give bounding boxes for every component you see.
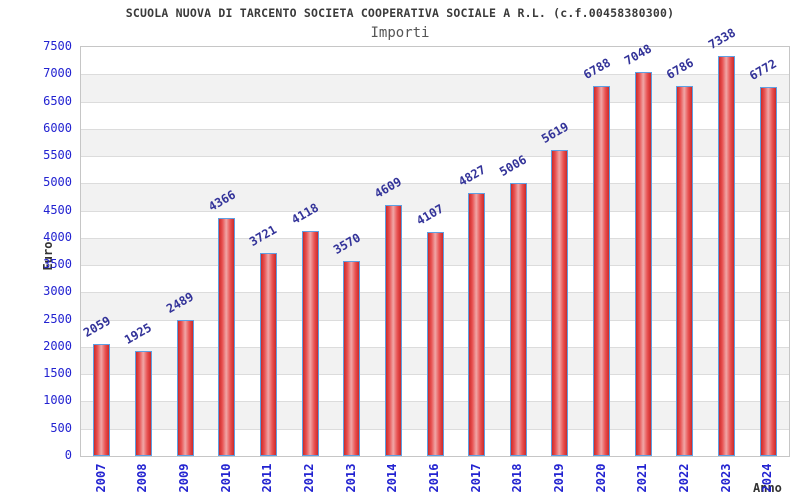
y-tick-label: 1500: [43, 366, 72, 381]
plot-area: 2059 1925 2489 4366 3721 4118 3570 4609 4107 4827…: [80, 25, 790, 457]
x-tick-label: 2016: [427, 463, 441, 493]
plot-band: [81, 183, 789, 211]
y-tick-label: 5000: [43, 175, 72, 190]
y-tick-label: 4500: [43, 202, 72, 217]
bar-2022: [676, 86, 694, 456]
y-tick-label: 3000: [43, 284, 72, 299]
bar-2024: [759, 87, 777, 456]
bar-2018: [509, 183, 527, 456]
y-tick-label: 1000: [43, 393, 72, 408]
y-tick-label: 0: [64, 448, 72, 462]
bar-2016: [426, 232, 444, 456]
y-tick-label: 2000: [43, 338, 72, 353]
y-tick-label: 500: [50, 420, 72, 435]
x-tick-label: 2008: [135, 463, 150, 493]
y-tick-label: 5500: [43, 148, 72, 163]
x-tick-label: 2013: [343, 463, 358, 493]
bar-2021: [634, 72, 652, 456]
x-tick-label: 2019: [551, 463, 566, 493]
bar-2013: [343, 261, 361, 456]
x-tick-label: 2024: [760, 463, 775, 493]
bar-2010: [218, 218, 236, 456]
plot-band: [81, 210, 789, 238]
x-tick-label: 2021: [635, 463, 650, 493]
y-tick-label: 3500: [43, 257, 72, 272]
y-tick-label: 4000: [43, 229, 72, 244]
y-tick-label: 6500: [43, 93, 72, 108]
bar-2007: [93, 344, 111, 456]
plot-band: [81, 74, 789, 102]
bar-2008: [134, 351, 152, 456]
x-tick-label: 2007: [93, 463, 108, 493]
bar-2009: [176, 320, 194, 456]
bar-2014: [384, 205, 402, 456]
x-axis-title: Anno: [753, 481, 782, 495]
chart-subtitle: Importi: [370, 25, 430, 41]
x-tick-label: 2011: [260, 463, 275, 493]
plot-band: [81, 156, 789, 183]
bar-2017: [468, 193, 486, 456]
x-tick-label: 2012: [302, 463, 317, 493]
plot-band: [81, 128, 789, 157]
x-tick-label: 2014: [385, 463, 400, 493]
bar-2019: [551, 150, 569, 456]
y-tick-label: 6000: [43, 120, 72, 135]
bar-2012: [301, 231, 319, 456]
y-tick-label: 7500: [43, 39, 72, 53]
bar-2020: [593, 86, 611, 456]
x-tick-label: 2017: [468, 463, 483, 493]
bar-2023: [718, 56, 736, 456]
x-tick-label: 2009: [177, 463, 192, 493]
x-tick-label: 2020: [593, 463, 608, 493]
x-tick-label: 2018: [510, 463, 525, 493]
bar-2011: [259, 253, 277, 456]
plot-band: [81, 101, 789, 129]
chart-title: SCUOLA NUOVA DI TARCENTO SOCIETA COOPERA…: [125, 6, 675, 20]
x-tick-label: 2023: [718, 463, 733, 493]
x-tick-label: 2010: [218, 463, 233, 493]
x-tick-label: 2022: [676, 463, 691, 493]
y-tick-label: 7000: [43, 66, 72, 81]
y-tick-label: 2500: [43, 311, 72, 326]
